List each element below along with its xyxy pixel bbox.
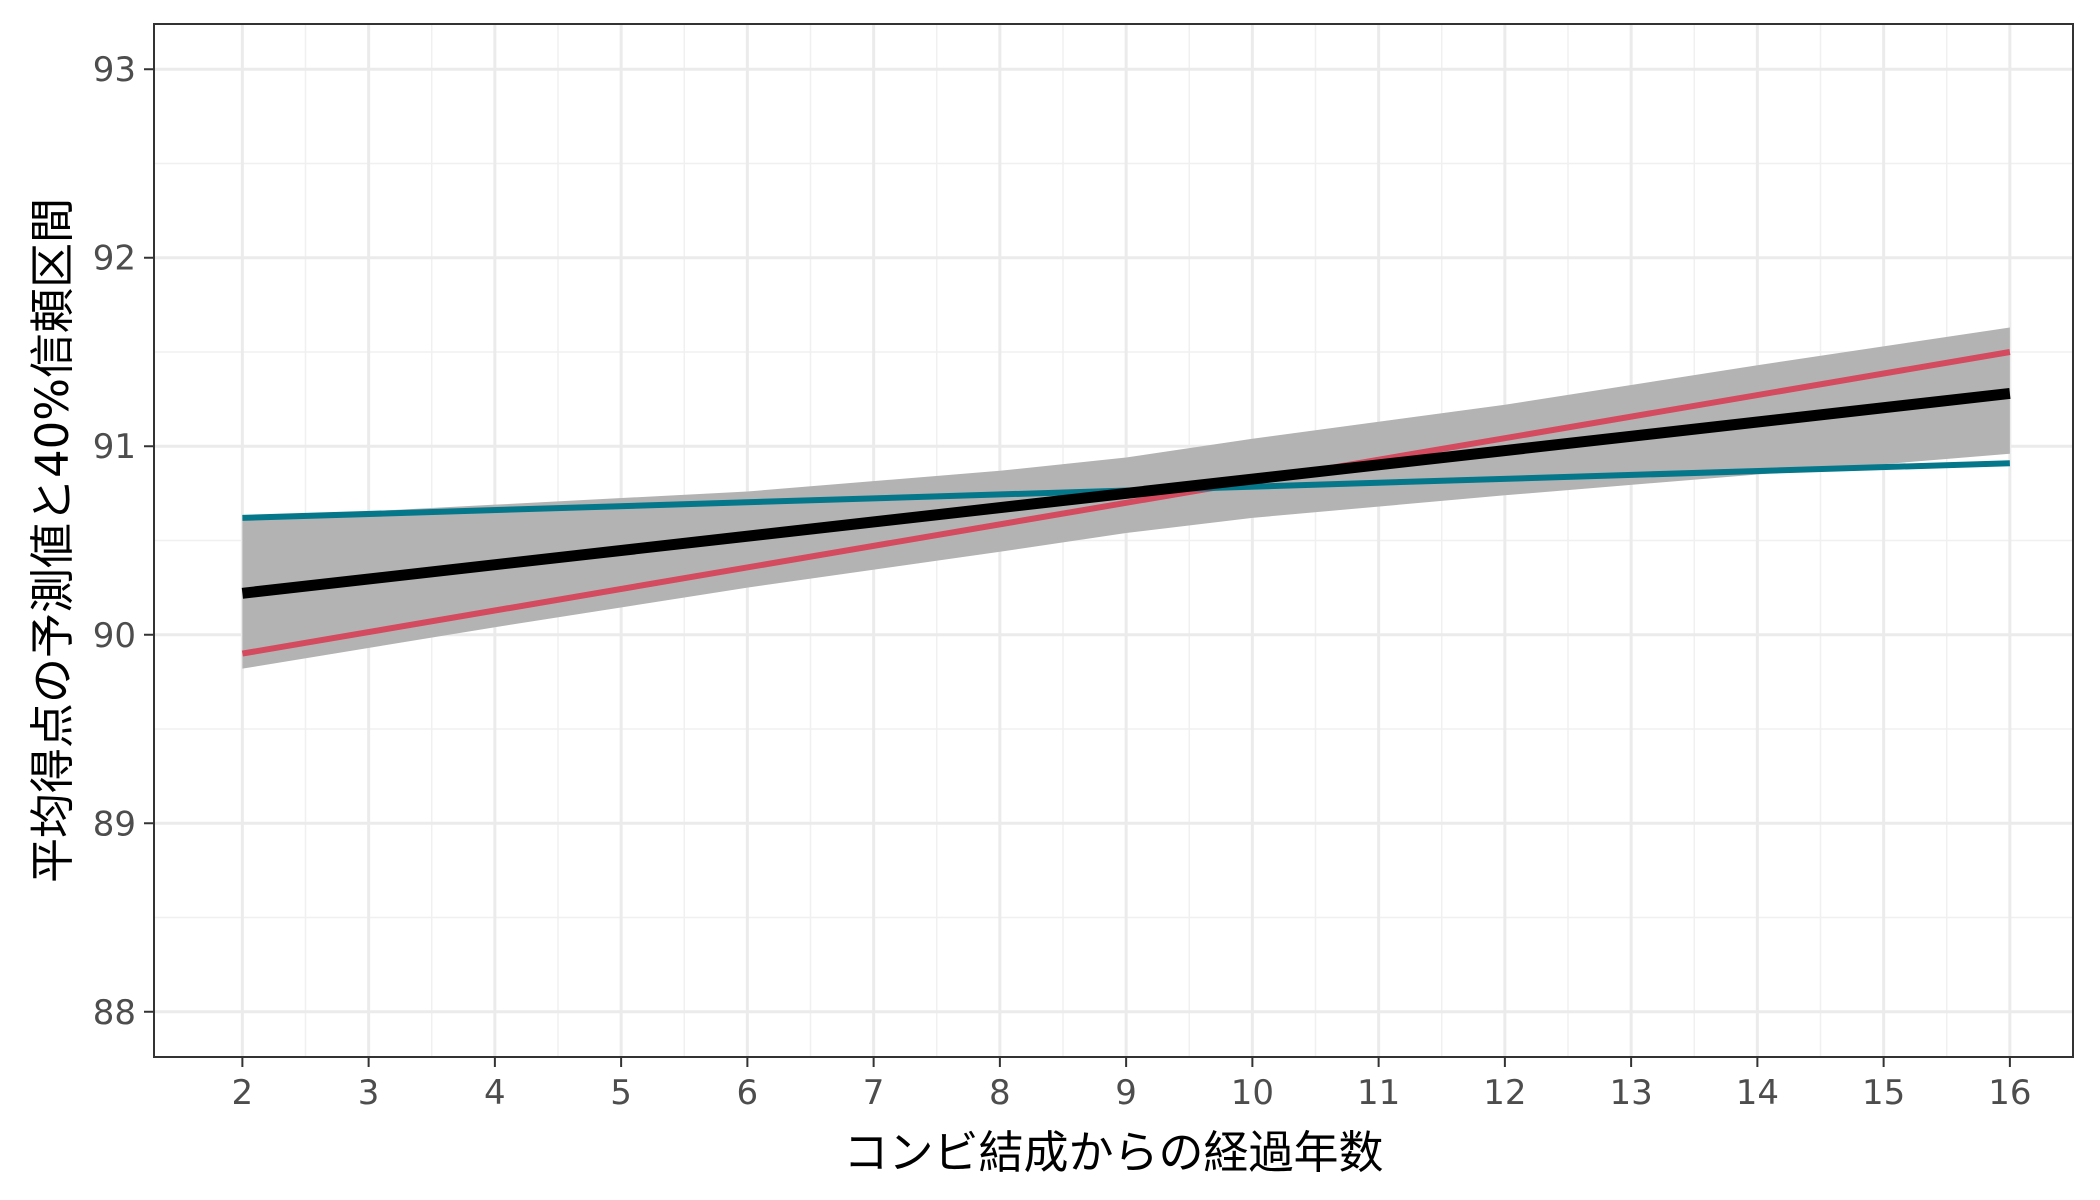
x-tick-label: 13 xyxy=(1609,1073,1652,1113)
x-tick-label: 2 xyxy=(232,1073,254,1113)
series-line-3 xyxy=(241,388,2011,599)
x-tick-label: 8 xyxy=(989,1073,1011,1113)
x-tick-label: 11 xyxy=(1357,1073,1400,1113)
y-tick-label: 93 xyxy=(93,50,136,90)
y-tick-label: 90 xyxy=(93,616,136,656)
x-tick-label: 4 xyxy=(484,1073,506,1113)
x-tick-label: 12 xyxy=(1483,1073,1526,1113)
x-tick-label: 7 xyxy=(863,1073,885,1113)
plot-border xyxy=(153,23,2074,1058)
x-tick-label: 5 xyxy=(610,1073,632,1113)
y-tick-label: 89 xyxy=(93,804,136,844)
y-axis-title: 平均得点の予測値と40%信頼区間 xyxy=(26,198,79,883)
y-tick-label: 91 xyxy=(93,427,136,467)
y-axis: 88 89 90 91 92 93 xyxy=(93,50,154,1033)
x-axis: 2 3 4 5 6 7 8 9 10 11 12 13 14 15 16 xyxy=(232,1057,2032,1113)
series-lines xyxy=(241,349,2011,657)
series-line-1 xyxy=(241,349,2011,657)
x-tick-label: 10 xyxy=(1231,1073,1274,1113)
y-tick-label: 88 xyxy=(93,993,136,1033)
x-tick-label: 3 xyxy=(358,1073,380,1113)
y-tick-label: 92 xyxy=(93,239,136,279)
x-tick-label: 16 xyxy=(1988,1073,2031,1113)
x-tick-label: 14 xyxy=(1736,1073,1779,1113)
x-tick-label: 6 xyxy=(737,1073,759,1113)
x-tick-label: 9 xyxy=(1115,1073,1137,1113)
x-tick-label: 15 xyxy=(1862,1073,1905,1113)
x-axis-title: コンビ結成からの経過年数 xyxy=(843,1126,1383,1179)
